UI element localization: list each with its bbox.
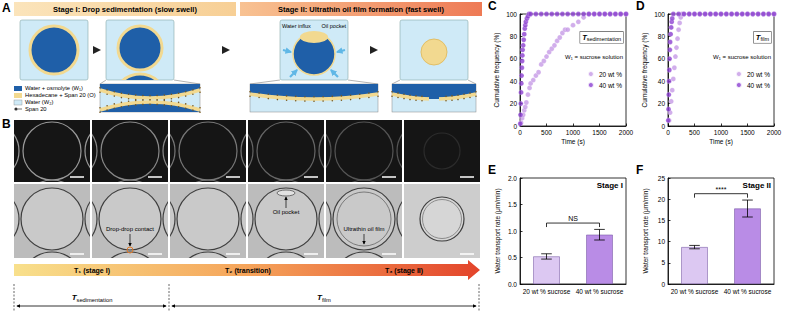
svg-text:0.0: 0.0 xyxy=(508,281,517,288)
svg-text:Water + osmolyte (W₁): Water + osmolyte (W₁) xyxy=(25,85,83,91)
svg-text:Drop-drop contact: Drop-drop contact xyxy=(106,226,154,232)
svg-text:1000: 1000 xyxy=(566,129,581,136)
svg-text:0: 0 xyxy=(661,281,665,288)
svg-text:Tsedimentation: Tsedimentation xyxy=(72,293,113,303)
svg-text:60: 60 xyxy=(510,55,518,62)
svg-text:20: 20 xyxy=(658,196,666,203)
svg-text:Stage II: Ultrathin oil film f: Stage II: Ultrathin oil film formation (… xyxy=(278,5,444,14)
svg-text:100: 100 xyxy=(506,11,517,18)
svg-text:T₃ (stage II): T₃ (stage II) xyxy=(385,267,423,275)
svg-text:W₁ = sucrose solution: W₁ = sucrose solution xyxy=(713,54,771,60)
svg-text:T₂ (transition): T₂ (transition) xyxy=(225,267,271,275)
svg-text:Stage II: Stage II xyxy=(743,181,771,190)
svg-text:500: 500 xyxy=(689,129,700,136)
svg-text:2000: 2000 xyxy=(619,129,634,136)
svg-text:NS: NS xyxy=(568,215,578,222)
svg-text:40 wt %: 40 wt % xyxy=(747,82,770,89)
svg-text:T: T xyxy=(582,33,588,42)
svg-text:20: 20 xyxy=(658,100,666,107)
svg-text:Water transport rate (μm/min): Water transport rate (μm/min) xyxy=(642,188,650,273)
svg-text:Time (s): Time (s) xyxy=(709,138,733,146)
svg-text:40: 40 xyxy=(510,78,518,85)
svg-text:20 wt %: 20 wt % xyxy=(599,71,622,78)
svg-text:sedimentation: sedimentation xyxy=(587,36,621,42)
svg-text:2.0: 2.0 xyxy=(508,175,517,182)
svg-text:Ultrathin oil film: Ultrathin oil film xyxy=(343,226,384,232)
svg-text:1.0: 1.0 xyxy=(508,228,517,235)
svg-text:100: 100 xyxy=(654,11,665,18)
svg-text:10: 10 xyxy=(658,238,666,245)
svg-text:40 wt %: 40 wt % xyxy=(599,82,622,89)
svg-text:Oil pocket: Oil pocket xyxy=(273,209,300,215)
svg-text:A: A xyxy=(2,1,11,15)
svg-text:80: 80 xyxy=(510,33,518,40)
svg-text:40 wt % sucrose: 40 wt % sucrose xyxy=(576,288,624,295)
svg-text:40: 40 xyxy=(658,78,666,85)
svg-text:Water influx: Water influx xyxy=(282,23,311,29)
svg-text:0.5: 0.5 xyxy=(508,254,517,261)
svg-text:Water (W₂): Water (W₂) xyxy=(25,99,54,105)
svg-text:Stage I: Drop sedimentation (s: Stage I: Drop sedimentation (slow swell) xyxy=(53,5,197,14)
svg-text:W₁ = sucrose solution: W₁ = sucrose solution xyxy=(565,54,623,60)
svg-text:E: E xyxy=(488,163,496,177)
svg-text:1.5: 1.5 xyxy=(508,201,517,208)
svg-text:40 wt % sucrose: 40 wt % sucrose xyxy=(724,288,772,295)
svg-text:25: 25 xyxy=(658,175,666,182)
svg-text:0: 0 xyxy=(661,123,665,130)
svg-text:0: 0 xyxy=(666,129,670,136)
svg-text:1500: 1500 xyxy=(592,129,607,136)
svg-text:T: T xyxy=(756,33,762,42)
svg-text:20: 20 xyxy=(510,100,518,107)
svg-text:film: film xyxy=(760,36,769,42)
svg-text:Stage I: Stage I xyxy=(597,181,623,190)
svg-text:Oil pocket: Oil pocket xyxy=(322,23,347,29)
svg-text:20 wt %: 20 wt % xyxy=(747,71,770,78)
svg-text:15: 15 xyxy=(658,217,666,224)
svg-text:T₁ (stage I): T₁ (stage I) xyxy=(74,267,110,275)
svg-text:Tfilm: Tfilm xyxy=(317,293,331,303)
svg-text:0: 0 xyxy=(513,123,517,130)
svg-text:1500: 1500 xyxy=(740,129,755,136)
svg-text:20 wt % sucrose: 20 wt % sucrose xyxy=(671,288,719,295)
svg-text:Water transport rate (μm/min): Water transport rate (μm/min) xyxy=(494,188,502,273)
svg-text:1000: 1000 xyxy=(714,129,729,136)
svg-text:B: B xyxy=(2,117,11,131)
svg-text:D: D xyxy=(636,0,645,13)
svg-text:C: C xyxy=(488,0,497,13)
svg-text:0: 0 xyxy=(518,129,522,136)
svg-text:Time (s): Time (s) xyxy=(561,138,585,146)
svg-text:Cumulative frequency (%): Cumulative frequency (%) xyxy=(493,33,501,108)
svg-text:Span 20: Span 20 xyxy=(25,106,47,112)
svg-text:20 wt % sucrose: 20 wt % sucrose xyxy=(523,288,571,295)
svg-text:F: F xyxy=(636,163,643,177)
svg-text:60: 60 xyxy=(658,55,666,62)
svg-text:Cumulative frequency (%): Cumulative frequency (%) xyxy=(641,33,649,108)
svg-text:5: 5 xyxy=(661,259,665,266)
svg-text:****: **** xyxy=(716,186,727,193)
svg-text:80: 80 xyxy=(658,33,666,40)
svg-text:500: 500 xyxy=(541,129,552,136)
svg-text:Hexadecane + Span 20 (O): Hexadecane + Span 20 (O) xyxy=(25,92,96,98)
svg-text:2000: 2000 xyxy=(767,129,782,136)
